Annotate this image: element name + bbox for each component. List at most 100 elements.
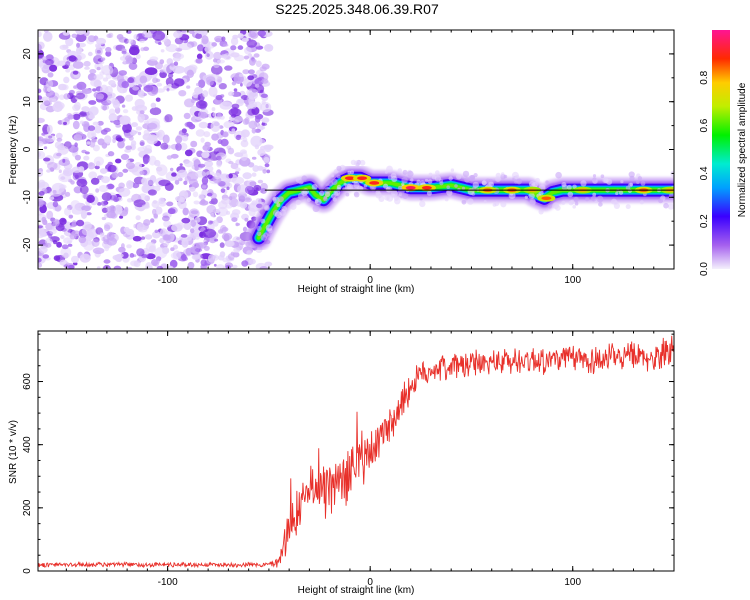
halo-dot	[535, 177, 540, 183]
noise-dot	[89, 140, 96, 148]
noise-dot	[257, 179, 264, 184]
x-tick-label: 0	[367, 577, 373, 588]
noise-dot	[198, 121, 209, 129]
noise-dot	[246, 39, 258, 48]
snr-y-axis-label: SNR (10 * v/v)	[8, 420, 19, 484]
noise-dot	[56, 241, 62, 248]
noise-dot	[188, 208, 200, 219]
noise-dot	[106, 210, 116, 219]
y-tick-label: 0	[22, 146, 33, 152]
halo-dot	[567, 191, 574, 198]
noise-dot	[117, 253, 124, 258]
noise-dot	[104, 244, 110, 252]
noise-dot	[251, 156, 257, 160]
noise-dot	[142, 82, 146, 87]
noise-dot	[216, 160, 222, 168]
noise-dot	[246, 88, 259, 97]
noise-dot	[166, 88, 170, 92]
noise-dot	[231, 128, 236, 133]
noise-dot	[135, 53, 141, 60]
noise-dot	[255, 198, 262, 204]
halo-dot	[667, 203, 674, 210]
noise-dot	[188, 30, 195, 34]
noise-dot	[193, 200, 200, 205]
noise-dot	[96, 66, 101, 71]
noise-dot	[170, 167, 174, 172]
noise-dot	[104, 85, 113, 95]
halo-dot	[272, 192, 277, 197]
noise-dot	[59, 44, 69, 50]
noise-dot	[105, 46, 112, 53]
noise-dot	[221, 198, 231, 205]
noise-dot	[260, 125, 266, 130]
noise-dot	[199, 231, 204, 237]
noise-dot	[119, 215, 124, 219]
halo-dot	[501, 172, 505, 176]
noise-dot	[103, 259, 111, 264]
halo-dot	[347, 170, 352, 175]
noise-dot	[244, 185, 255, 195]
noise-dot	[38, 43, 42, 52]
noise-dot	[132, 182, 140, 189]
noise-dot	[113, 197, 119, 203]
noise-dot	[213, 263, 217, 267]
hotspot-core	[369, 181, 380, 185]
noise-dot	[92, 247, 105, 255]
noise-dot	[191, 254, 200, 260]
noise-dot	[59, 217, 67, 225]
noise-dot	[87, 51, 93, 57]
noise-dot	[173, 61, 179, 66]
noise-dot	[175, 135, 183, 144]
noise-dot	[152, 208, 157, 216]
noise-dot	[58, 184, 67, 190]
halo-dot	[279, 209, 287, 216]
noise-dot	[46, 210, 54, 220]
halo-dot	[298, 179, 304, 185]
halo-dot	[446, 190, 450, 195]
hotspot-core	[405, 185, 416, 190]
noise-dot	[244, 117, 250, 125]
noise-dot	[134, 162, 143, 170]
y-tick-label: -20	[22, 237, 33, 252]
halo-dot	[628, 171, 635, 178]
noise-dot	[266, 169, 271, 174]
noise-dot	[65, 191, 71, 197]
noise-dot	[147, 189, 157, 196]
noise-dot	[128, 46, 140, 56]
colorbar-ticks: 0.0 0.2 0.4 0.6 0.8	[699, 70, 710, 276]
halo-dot	[492, 203, 497, 207]
noise-dot	[187, 261, 195, 269]
noise-dot	[190, 219, 197, 227]
noise-dot	[106, 95, 116, 104]
noise-dot	[251, 59, 257, 63]
noise-dot	[251, 127, 257, 134]
halo-dot	[327, 180, 334, 187]
noise-dot	[198, 193, 204, 200]
halo-dot	[375, 190, 381, 196]
noise-dot	[217, 254, 225, 261]
halo-dot	[344, 183, 352, 191]
halo-dot	[336, 165, 342, 171]
noise-dot	[38, 95, 43, 100]
noise-dot	[140, 47, 145, 52]
noise-dot	[43, 157, 51, 162]
halo-dot	[456, 174, 462, 180]
noise-dot	[87, 162, 96, 170]
noise-dot	[72, 61, 84, 69]
noise-dot	[92, 121, 99, 126]
halo-dot	[591, 195, 597, 202]
y-tick-label: 20	[22, 48, 33, 60]
noise-dot	[92, 88, 97, 92]
noise-dot	[132, 235, 142, 242]
halo-dot	[529, 198, 536, 205]
noise-dot	[42, 254, 50, 259]
noise-dot	[185, 247, 192, 256]
halo-dot	[598, 202, 603, 207]
halo-dot	[528, 181, 536, 188]
noise-dot	[179, 163, 183, 167]
noise-dot	[202, 90, 209, 98]
noise-dot	[230, 163, 239, 170]
noise-dot	[56, 152, 62, 157]
noise-dot	[180, 234, 188, 238]
noise-dot	[254, 83, 260, 88]
